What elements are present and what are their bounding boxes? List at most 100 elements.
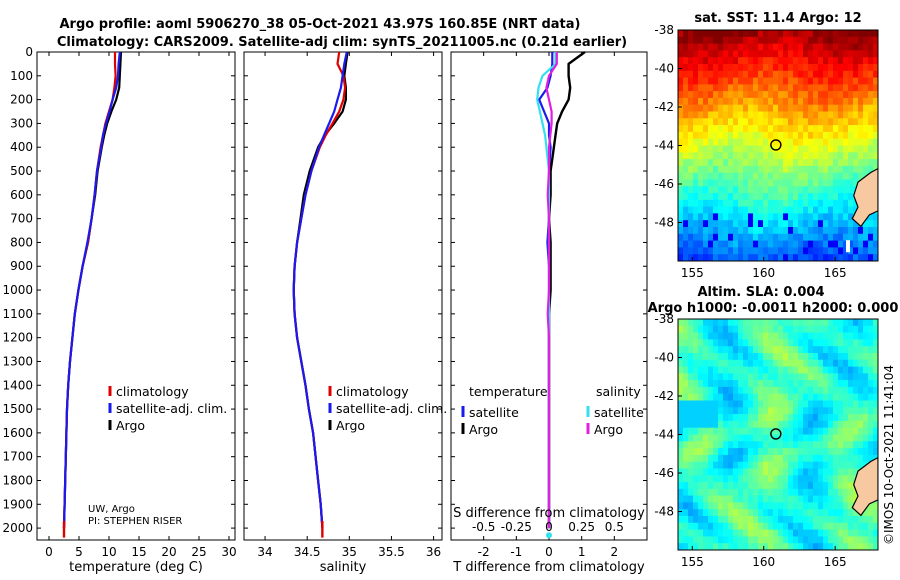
map-cell: [698, 366, 704, 374]
map-cell: [843, 529, 849, 537]
map-cell: [818, 482, 824, 490]
map-cell: [693, 77, 699, 85]
map-cell: [763, 206, 769, 214]
map-cell: [848, 495, 854, 503]
map-cell: [693, 529, 699, 537]
map-cell: [763, 380, 769, 388]
map-cell: [723, 454, 729, 463]
map-cell: [873, 30, 878, 38]
map-cell: [868, 420, 874, 429]
map-cell: [688, 227, 694, 235]
map-cell: [753, 482, 759, 490]
map-cell: [793, 193, 799, 201]
map-cell: [828, 111, 834, 119]
map-cell: [848, 220, 854, 228]
map-cell: [678, 199, 684, 208]
map-cell: [768, 482, 774, 490]
map-cell: [758, 118, 764, 126]
map-cell: [683, 30, 689, 38]
map-cell: [753, 131, 759, 140]
map-cell: [768, 186, 774, 194]
map-cell: [843, 495, 849, 503]
map-cell: [703, 393, 709, 402]
map-cell: [843, 36, 849, 45]
map-cell: [798, 118, 804, 126]
map-cell: [853, 104, 859, 113]
map-cell: [868, 247, 874, 255]
map-cell: [753, 179, 759, 187]
map-cell: [873, 70, 878, 79]
map-cell: [843, 414, 849, 422]
map-cell: [718, 495, 724, 503]
map-cell: [788, 70, 794, 79]
map-cell: [818, 339, 824, 347]
map-cell: [798, 339, 804, 347]
map-cell: [738, 516, 744, 524]
map-cell: [798, 420, 804, 429]
map-cell: [748, 145, 754, 153]
map-cell: [753, 400, 759, 408]
map-cell: [808, 172, 814, 181]
map-cell: [853, 84, 859, 92]
panel-temperature: 0100200300400500600700800900100011001200…: [2, 45, 236, 575]
map-cell: [713, 400, 719, 408]
map-cell: [818, 165, 824, 174]
map-cell: [718, 332, 724, 340]
map-cell: [823, 36, 829, 45]
map-cell: [833, 145, 839, 153]
y-tick-label: 500: [10, 164, 33, 178]
map-cell: [733, 36, 739, 45]
map-cell: [828, 172, 834, 181]
map-cell: [808, 179, 814, 187]
map-cell: [788, 118, 794, 126]
map-cell: [698, 427, 704, 436]
map-cell: [703, 529, 709, 537]
map-cell: [843, 111, 849, 119]
map-cell: [713, 118, 719, 126]
map-cell: [708, 247, 714, 255]
map-cell: [718, 240, 724, 248]
map-cell: [778, 332, 784, 340]
map-cell: [688, 448, 694, 456]
map-cell: [738, 254, 744, 261]
map-cell: [733, 77, 739, 85]
map-cell: [853, 346, 859, 354]
map-cell: [703, 522, 709, 531]
map-cell: [738, 111, 744, 119]
map-cell: [843, 543, 849, 550]
map-cell: [873, 77, 878, 85]
map-cell: [753, 434, 759, 442]
map-cell: [698, 138, 704, 147]
map-cell: [768, 84, 774, 92]
map-cell: [748, 414, 754, 422]
map-cell: [728, 199, 734, 208]
map-cell: [868, 30, 874, 38]
map-cell: [873, 50, 878, 58]
map-cell: [678, 325, 684, 334]
map-cell: [768, 475, 774, 483]
map-cell: [798, 227, 804, 235]
map-cell: [743, 36, 749, 45]
map-cell: [743, 509, 749, 517]
map-cell: [823, 529, 829, 537]
map-cell: [773, 50, 779, 58]
map-cell: [703, 488, 709, 497]
map-cell: [723, 138, 729, 147]
map-cell: [738, 152, 744, 160]
map-cell: [853, 220, 859, 228]
map-cell: [858, 50, 864, 58]
map-cell: [833, 125, 839, 133]
map-cell: [858, 43, 864, 51]
map-cell: [748, 84, 754, 92]
map-cell: [833, 206, 839, 214]
map-cell: [783, 407, 789, 415]
map-cell: [803, 332, 809, 340]
map-cell: [823, 97, 829, 106]
map-cell: [778, 502, 784, 510]
x-tick-label: 1: [578, 545, 586, 559]
map-cell: [758, 213, 764, 221]
map-cell: [848, 448, 854, 456]
map-cell: [868, 57, 874, 65]
map-cell: [803, 240, 809, 248]
